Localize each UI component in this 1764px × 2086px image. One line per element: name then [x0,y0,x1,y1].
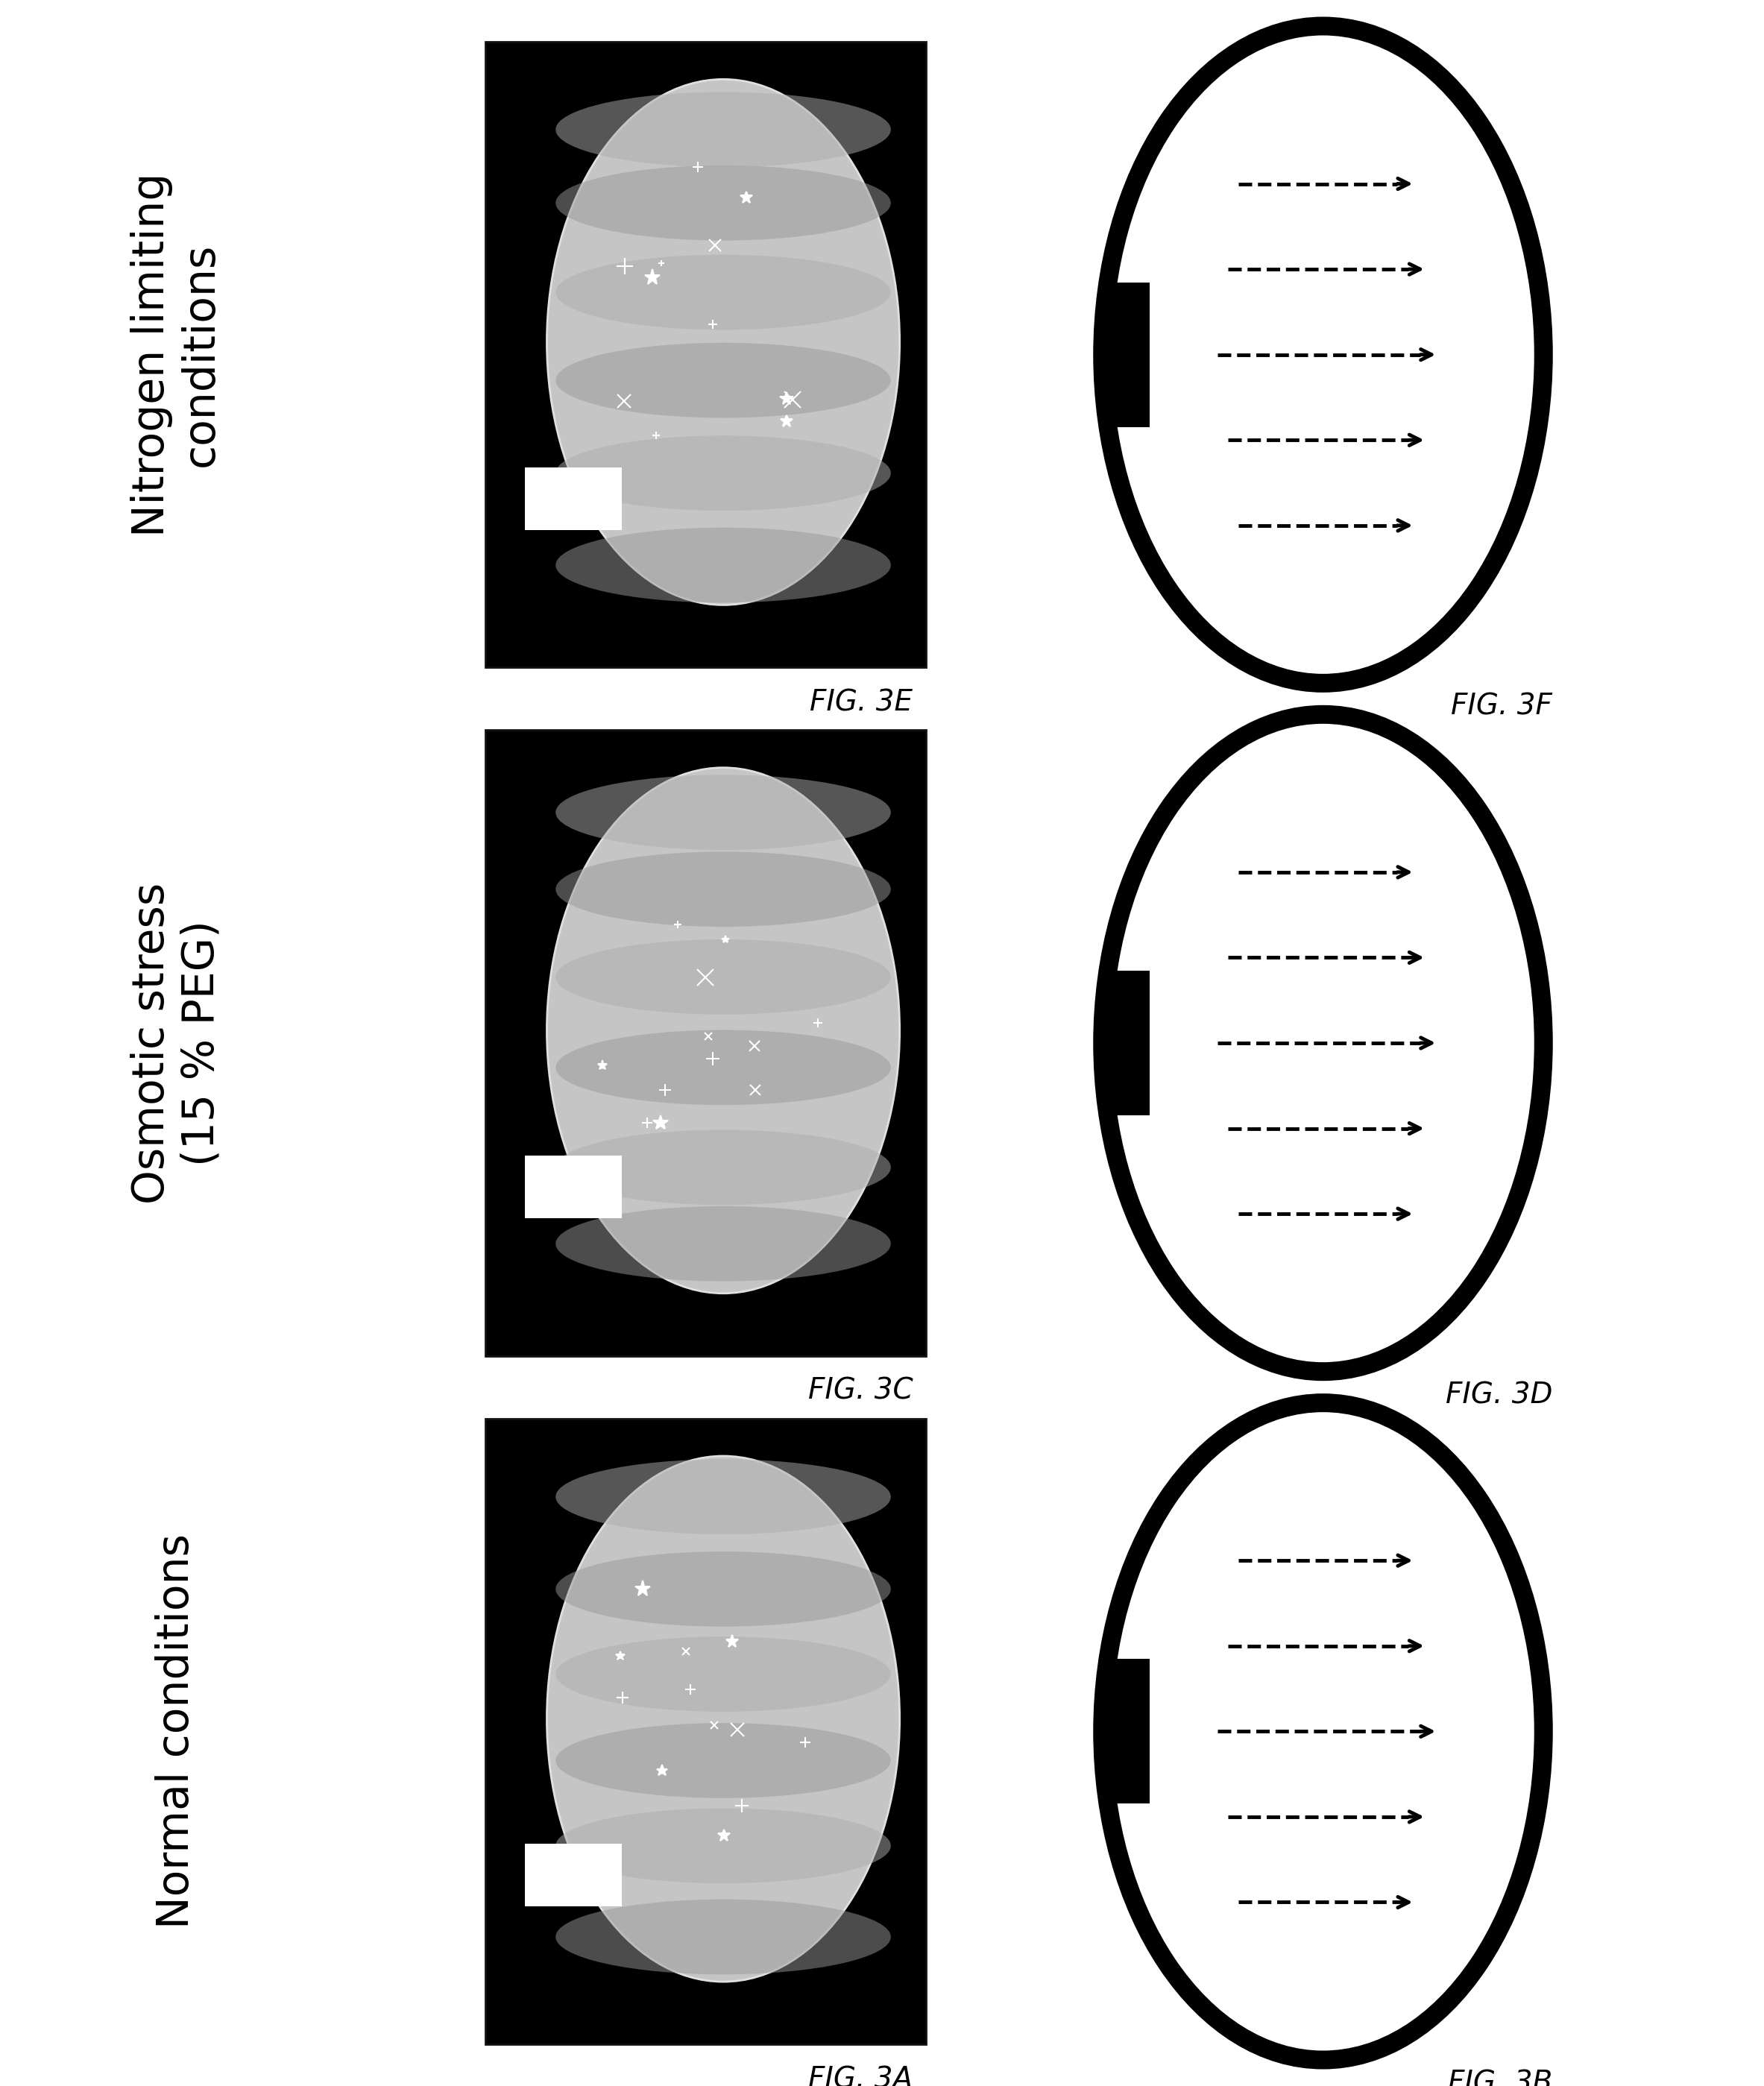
FancyBboxPatch shape [526,1156,623,1218]
Ellipse shape [556,1206,891,1281]
FancyBboxPatch shape [485,42,926,668]
Text: Nitrogen limiting
conditions: Nitrogen limiting conditions [131,173,222,536]
Ellipse shape [556,1030,891,1106]
Ellipse shape [1102,1402,1544,2061]
Ellipse shape [547,1456,900,1982]
Ellipse shape [556,1460,891,1535]
FancyBboxPatch shape [485,730,926,1356]
Text: Osmotic stress
(15 % PEG): Osmotic stress (15 % PEG) [131,882,222,1204]
FancyBboxPatch shape [1108,1658,1150,1804]
Ellipse shape [556,774,891,849]
Ellipse shape [556,1723,891,1798]
Ellipse shape [556,1131,891,1206]
FancyBboxPatch shape [485,1418,926,2044]
FancyBboxPatch shape [1108,282,1150,428]
Text: FIG. 3F: FIG. 3F [1452,693,1552,722]
Ellipse shape [556,528,891,603]
FancyBboxPatch shape [526,1844,623,1907]
Text: FIG. 3B: FIG. 3B [1448,2069,1552,2086]
Text: FIG. 3D: FIG. 3D [1445,1381,1552,1410]
Ellipse shape [556,939,891,1014]
Ellipse shape [556,342,891,417]
Ellipse shape [556,851,891,926]
FancyBboxPatch shape [526,467,623,530]
Ellipse shape [556,92,891,167]
Ellipse shape [1102,713,1544,1373]
Text: FIG. 3A: FIG. 3A [808,2065,914,2086]
Ellipse shape [1102,27,1544,684]
FancyBboxPatch shape [1108,970,1150,1116]
Text: FIG. 3E: FIG. 3E [810,688,914,718]
Text: FIG. 3C: FIG. 3C [808,1377,914,1406]
Ellipse shape [556,436,891,511]
Ellipse shape [556,1552,891,1627]
Ellipse shape [556,165,891,240]
Ellipse shape [556,1638,891,1713]
Text: Normal conditions: Normal conditions [155,1533,198,1930]
Ellipse shape [547,79,900,605]
Ellipse shape [547,768,900,1293]
Ellipse shape [556,1900,891,1975]
Ellipse shape [556,1809,891,1884]
Ellipse shape [556,254,891,330]
